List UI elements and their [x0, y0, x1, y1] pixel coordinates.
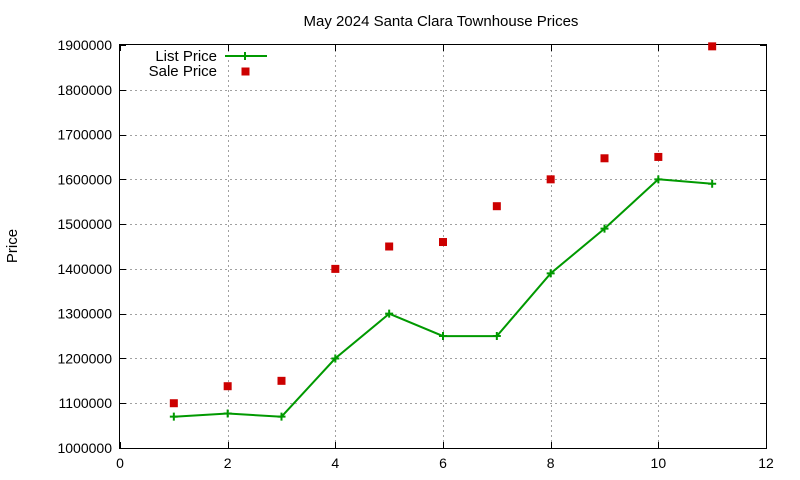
- data-point-marker: [277, 412, 286, 421]
- x-tick-label: 10: [651, 455, 667, 471]
- y-tick-label: 1900000: [57, 37, 112, 53]
- series: [169, 42, 717, 421]
- data-point-marker: [708, 42, 717, 51]
- data-point-marker: [654, 175, 663, 184]
- y-tick-label: 1700000: [57, 127, 112, 143]
- series-sale-price: [169, 42, 717, 408]
- grid: [120, 45, 766, 448]
- data-point-marker: [385, 309, 394, 318]
- data-point-marker: [223, 409, 232, 418]
- x-tick-label: 4: [331, 455, 339, 471]
- x-tick-label: 2: [224, 455, 232, 471]
- y-tick-label: 1500000: [57, 216, 112, 232]
- legend-label-list-price: List Price: [155, 48, 217, 65]
- data-point-marker: [439, 238, 447, 247]
- x-tick-label: 0: [116, 455, 124, 471]
- y-tick-label: 1000000: [57, 440, 112, 456]
- series-list-price: [169, 175, 717, 421]
- chart-title: May 2024 Santa Clara Townhouse Prices: [304, 13, 579, 30]
- data-point-marker: [546, 175, 555, 184]
- data-point-marker: [277, 376, 286, 385]
- y-tick-label: 1800000: [57, 82, 112, 98]
- y-tick-label: 1600000: [57, 171, 112, 187]
- axis-ticks: 1000000 1100000 1200000 1300000 1400000 15000…: [57, 37, 774, 471]
- legend-label-sale-price: Sale Price: [149, 63, 217, 80]
- data-point-marker: [654, 152, 663, 161]
- x-tick-label: 8: [547, 455, 555, 471]
- data-point-marker: [708, 179, 717, 188]
- y-tick-label: 1400000: [57, 261, 112, 277]
- data-point-marker: [223, 382, 232, 391]
- data-point-marker: [331, 354, 340, 363]
- data-point-marker: [492, 332, 501, 341]
- data-point-marker: [439, 332, 447, 341]
- x-tick-label: 12: [758, 455, 774, 471]
- legend: List Price Sale Price: [149, 48, 267, 80]
- data-point-marker: [169, 412, 178, 421]
- data-point-marker: [331, 264, 340, 273]
- legend-marker-list-price: [241, 52, 249, 60]
- data-point-marker: [600, 154, 609, 163]
- data-point-marker: [600, 224, 609, 233]
- data-point-marker: [385, 242, 394, 251]
- y-axis-label: Price: [4, 229, 21, 263]
- y-tick-label: 1200000: [57, 350, 112, 366]
- y-tick-label: 1300000: [57, 306, 112, 322]
- y-tick-label: 1100000: [59, 395, 113, 411]
- x-tick-label: 6: [439, 455, 447, 471]
- legend-marker-sale-price: [241, 67, 250, 76]
- data-point-marker: [546, 269, 555, 278]
- plot-frame: [119, 44, 767, 449]
- data-point-marker: [492, 202, 501, 211]
- data-point-marker: [169, 399, 178, 408]
